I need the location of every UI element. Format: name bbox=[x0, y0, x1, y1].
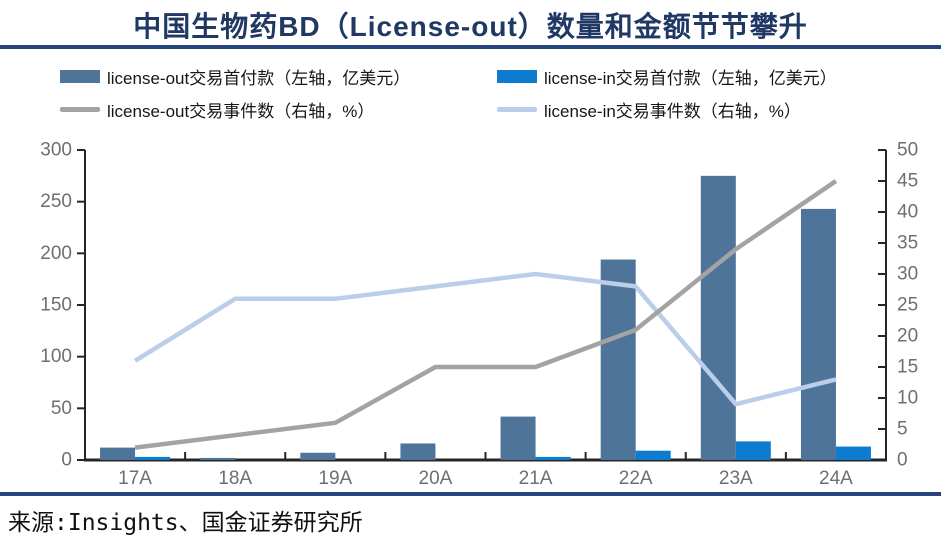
legend-label-license-out-upfront: license-out交易首付款（左轴，亿美元） bbox=[107, 69, 411, 88]
svg-text:21A: 21A bbox=[519, 468, 553, 489]
legend-label-license-in-events: license-in交易事件数（右轴，%） bbox=[544, 102, 801, 121]
svg-text:200: 200 bbox=[40, 243, 72, 264]
svg-text:40: 40 bbox=[897, 202, 918, 223]
axes bbox=[84, 150, 887, 462]
svg-text:19A: 19A bbox=[318, 468, 352, 489]
legend-swatch-license-out-upfront bbox=[60, 70, 100, 83]
svg-text:20: 20 bbox=[897, 326, 918, 347]
line-license-in-events bbox=[133, 271, 837, 407]
bar bbox=[635, 450, 671, 460]
legend-swatch-license-out-events bbox=[60, 107, 100, 112]
bar bbox=[835, 446, 871, 460]
legend-swatch-license-in-upfront bbox=[497, 70, 537, 83]
svg-text:24A: 24A bbox=[819, 468, 853, 489]
combo-bar-line-chart: 0 50 100 150 200 250 300 0 5 10 15 20 25 30 35 40 45 50 17… bbox=[40, 140, 918, 490]
source-text: 来源:Insights、国金证券研究所 bbox=[8, 510, 363, 536]
svg-text:17A: 17A bbox=[118, 468, 152, 489]
bar bbox=[535, 456, 571, 460]
svg-text:250: 250 bbox=[40, 191, 72, 212]
title-divider-rule bbox=[0, 45, 941, 49]
svg-text:50: 50 bbox=[51, 398, 72, 419]
svg-text:300: 300 bbox=[40, 140, 72, 161]
svg-text:15: 15 bbox=[897, 357, 918, 378]
x-axis-labels: 17A 18A 19A 20A 21A 22A 23A 24A bbox=[118, 452, 853, 489]
legend-swatch-license-in-events bbox=[497, 107, 537, 112]
svg-text:150: 150 bbox=[40, 295, 72, 316]
svg-text:35: 35 bbox=[897, 233, 918, 254]
svg-text:0: 0 bbox=[897, 450, 908, 471]
chart-title: 中国生物药BD（License-out）数量和金额节节攀升 bbox=[133, 11, 808, 42]
bar bbox=[600, 259, 636, 460]
svg-text:45: 45 bbox=[897, 171, 918, 192]
svg-text:23A: 23A bbox=[719, 468, 753, 489]
svg-text:100: 100 bbox=[40, 346, 72, 367]
svg-text:22A: 22A bbox=[619, 468, 653, 489]
svg-text:20A: 20A bbox=[419, 468, 453, 489]
svg-text:18A: 18A bbox=[218, 468, 252, 489]
svg-text:25: 25 bbox=[897, 295, 918, 316]
bar bbox=[500, 416, 536, 460]
bar bbox=[735, 441, 771, 460]
left-axis-ticks: 0 50 100 150 200 250 300 bbox=[40, 140, 85, 471]
legend-label-license-in-upfront: license-in交易首付款（左轴，亿美元） bbox=[544, 69, 837, 88]
bars-license-out bbox=[100, 175, 836, 461]
footer-divider-rule bbox=[0, 492, 941, 496]
bar bbox=[100, 447, 136, 460]
legend-item-license-out-events: license-out交易事件数（右轴，%） bbox=[60, 97, 374, 122]
right-axis-ticks: 0 5 10 15 20 25 30 35 40 45 50 bbox=[878, 140, 918, 471]
svg-text:0: 0 bbox=[61, 450, 72, 471]
bar bbox=[200, 457, 236, 460]
bar bbox=[800, 208, 836, 460]
legend-item-license-in-events: license-in交易事件数（右轴，%） bbox=[497, 97, 801, 122]
legend-item-license-out-upfront: license-out交易首付款（左轴，亿美元） bbox=[60, 64, 410, 89]
svg-text:10: 10 bbox=[897, 388, 918, 409]
bar bbox=[300, 452, 336, 460]
bar bbox=[135, 456, 171, 460]
svg-text:30: 30 bbox=[897, 264, 918, 285]
legend-item-license-in-upfront: license-in交易首付款（左轴，亿美元） bbox=[497, 64, 837, 89]
line-license-out-events bbox=[134, 179, 838, 450]
bar bbox=[700, 175, 736, 461]
legend-label-license-out-events: license-out交易事件数（右轴，%） bbox=[107, 102, 375, 121]
bars-license-in bbox=[135, 441, 871, 460]
svg-text:50: 50 bbox=[897, 140, 918, 161]
bar bbox=[400, 443, 436, 460]
svg-text:5: 5 bbox=[897, 419, 908, 440]
